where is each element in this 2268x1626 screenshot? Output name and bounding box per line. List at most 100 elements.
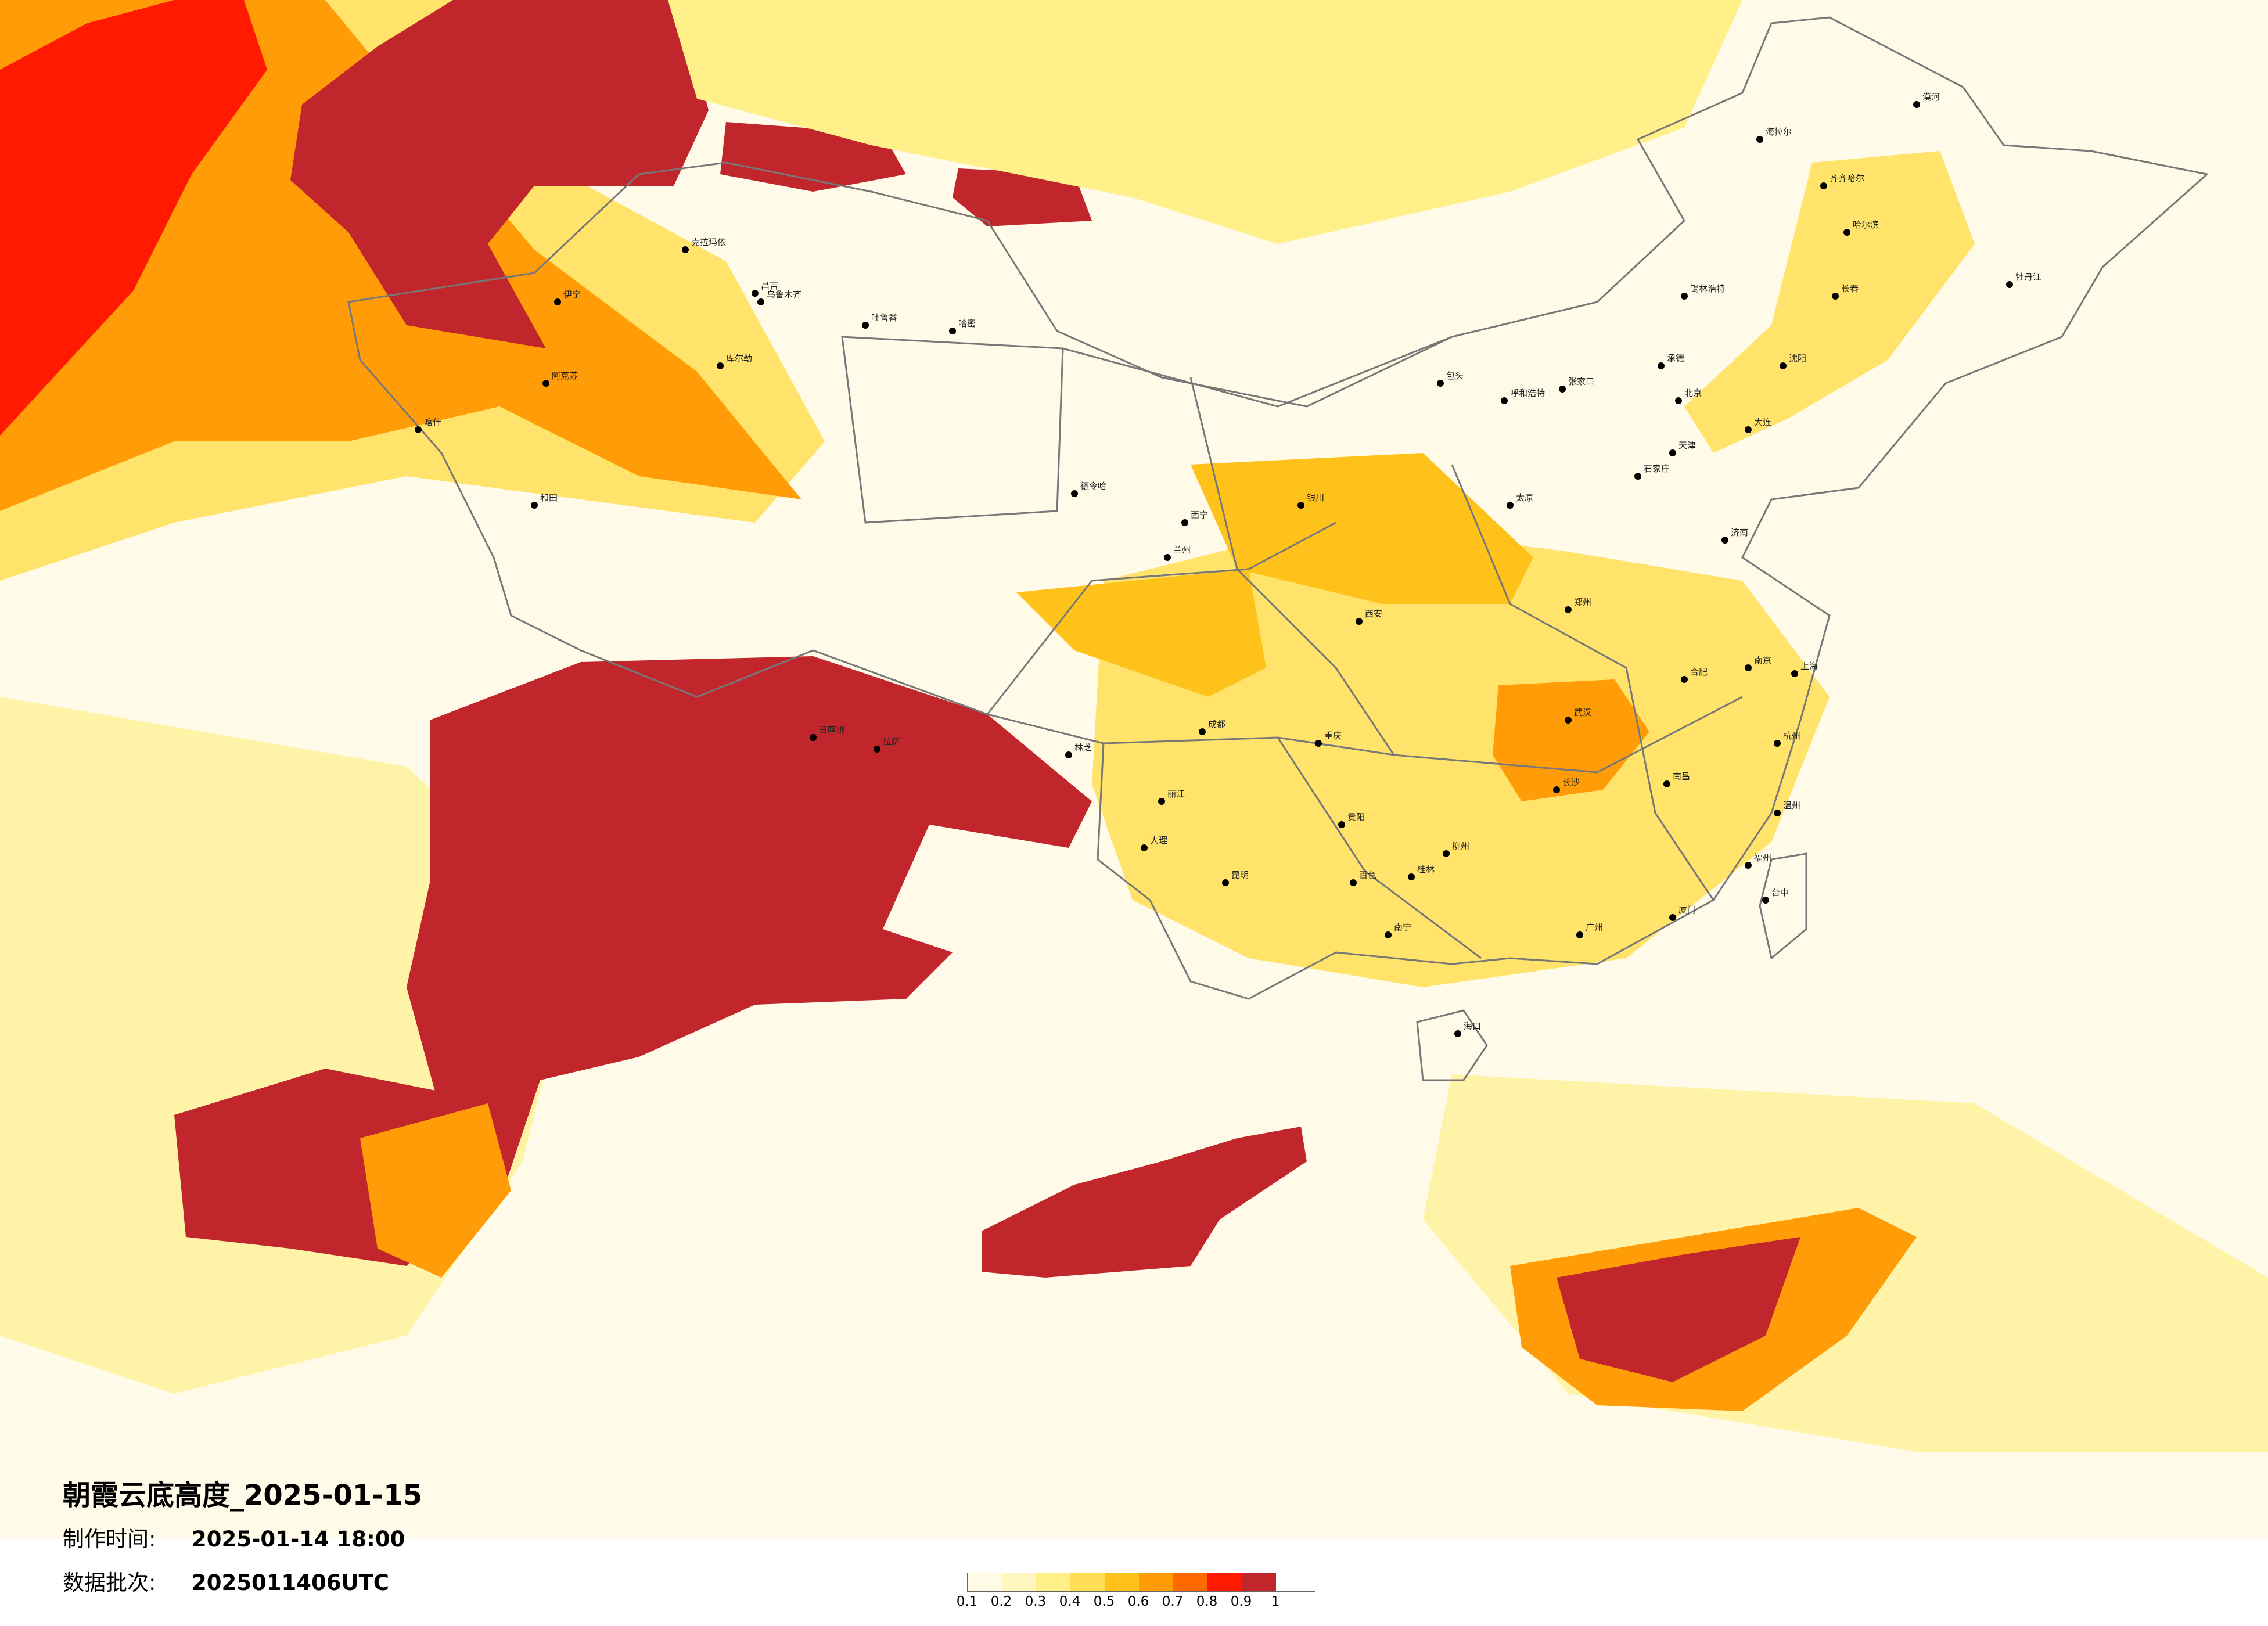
city-label: 呼和浩特 — [1510, 388, 1545, 398]
city-marker — [1820, 182, 1827, 189]
city-marker — [1141, 844, 1148, 851]
city-marker — [1559, 386, 1566, 393]
city-marker — [1315, 740, 1322, 747]
province-line — [1277, 737, 1482, 959]
city-label: 哈密 — [958, 318, 976, 329]
city-marker — [1437, 380, 1444, 387]
city-label: 台中 — [1771, 887, 1789, 898]
legend-swatch — [1173, 1573, 1207, 1591]
city-label: 广州 — [1586, 922, 1603, 933]
cloud-zone-darkred-tibet — [407, 656, 1092, 1185]
city-label: 沈阳 — [1789, 353, 1806, 364]
city-marker — [2006, 281, 2013, 288]
city-label: 太原 — [1516, 492, 1533, 503]
map-title: 朝霞云底高度_2025-01-15 — [63, 1479, 423, 1512]
legend-tick-label: 0.9 — [1230, 1594, 1252, 1609]
city-marker — [1565, 606, 1572, 613]
city-marker — [757, 298, 764, 305]
city-label: 贵阳 — [1347, 812, 1365, 822]
province-borders — [347, 16, 2209, 1081]
city-label: 昌吉 — [761, 280, 778, 291]
legend-swatch — [1070, 1573, 1105, 1591]
city-label: 阿克苏 — [552, 370, 578, 381]
city-marker — [531, 502, 538, 509]
city-label: 张家口 — [1568, 376, 1594, 387]
city-label: 西宁 — [1191, 510, 1208, 520]
city-label: 伊宁 — [563, 289, 581, 300]
city-label: 石家庄 — [1644, 463, 1670, 474]
city-label: 西安 — [1365, 609, 1382, 619]
province-line — [841, 336, 1064, 524]
city-label: 南昌 — [1673, 771, 1690, 782]
city-marker — [1669, 914, 1676, 921]
city-label: 成都 — [1208, 719, 1225, 729]
city-marker — [1222, 879, 1229, 886]
city-label: 拉萨 — [883, 736, 900, 747]
cloud-zone-orange-north-china — [1191, 453, 1533, 604]
city-label: 海拉尔 — [1766, 127, 1792, 137]
legend-swatch — [1105, 1573, 1139, 1591]
city-label: 日喀则 — [819, 725, 845, 735]
data-batch: 数据批次: 2025011406UTC — [63, 1565, 389, 1596]
city-marker — [1634, 473, 1641, 480]
legend-tick-label: 0.1 — [956, 1594, 978, 1609]
city-label: 吐鲁番 — [871, 312, 897, 323]
city-label: 天津 — [1678, 440, 1696, 451]
city-label: 齐齐哈尔 — [1830, 173, 1864, 184]
city-label: 南京 — [1754, 655, 1771, 665]
city-marker — [1576, 931, 1583, 938]
city-label: 南宁 — [1394, 922, 1411, 933]
city-marker — [1756, 136, 1763, 143]
city-label: 长春 — [1841, 283, 1859, 294]
city-label: 柳州 — [1452, 841, 1469, 851]
city-marker — [1507, 502, 1514, 509]
city-marker — [1745, 664, 1752, 671]
city-marker — [1913, 101, 1920, 108]
city-marker — [717, 362, 724, 369]
city-marker — [1669, 449, 1676, 456]
legend-swatch — [1139, 1573, 1173, 1591]
city-marker — [415, 426, 422, 433]
city-label: 乌鲁木齐 — [767, 289, 801, 300]
city-marker — [1454, 1030, 1461, 1037]
city-label: 哈尔滨 — [1853, 220, 1879, 230]
city-marker — [1843, 229, 1850, 236]
made-time: 制作时间: 2025-01-14 18:00 — [63, 1521, 405, 1553]
legend-tick-label: 0.2 — [990, 1594, 1012, 1609]
city-label: 喀什 — [424, 417, 441, 427]
city-marker — [1065, 751, 1072, 758]
city-marker — [949, 328, 956, 334]
legend-swatch — [1242, 1573, 1276, 1591]
city-marker — [1071, 490, 1078, 497]
city-label: 温州 — [1783, 800, 1800, 811]
legend-swatch — [1207, 1573, 1242, 1591]
city-label: 大理 — [1150, 835, 1167, 846]
province-line — [986, 521, 1336, 715]
city-marker — [1681, 293, 1688, 300]
city-marker — [1658, 362, 1665, 369]
city-label: 桂林 — [1417, 864, 1435, 875]
city-marker — [1681, 676, 1688, 683]
legend-tick-label: 0.3 — [1025, 1594, 1047, 1609]
cloud-probability-layer — [0, 0, 2268, 1452]
cloud-zone-orange-west-china — [1016, 569, 1266, 697]
province-line — [1451, 464, 1715, 901]
city-marker — [1774, 810, 1781, 816]
city-marker — [1780, 362, 1787, 369]
city-label: 包头 — [1446, 370, 1464, 381]
province-line — [1062, 336, 1453, 408]
legend-bar — [967, 1573, 1315, 1592]
city-marker — [1565, 717, 1572, 724]
city-marker — [1297, 502, 1304, 509]
city-label: 长沙 — [1562, 777, 1580, 787]
city-label: 大连 — [1754, 417, 1771, 427]
data-batch-value: 2025011406UTC — [192, 1570, 389, 1595]
city-marker — [682, 246, 689, 253]
legend-swatch — [968, 1573, 1002, 1591]
city-marker — [1158, 798, 1165, 805]
city-marker — [1774, 740, 1781, 747]
city-label: 济南 — [1731, 527, 1748, 538]
legend-tick-label: 0.8 — [1196, 1594, 1218, 1609]
cloud-zone-yellow-ne — [1684, 151, 1975, 453]
